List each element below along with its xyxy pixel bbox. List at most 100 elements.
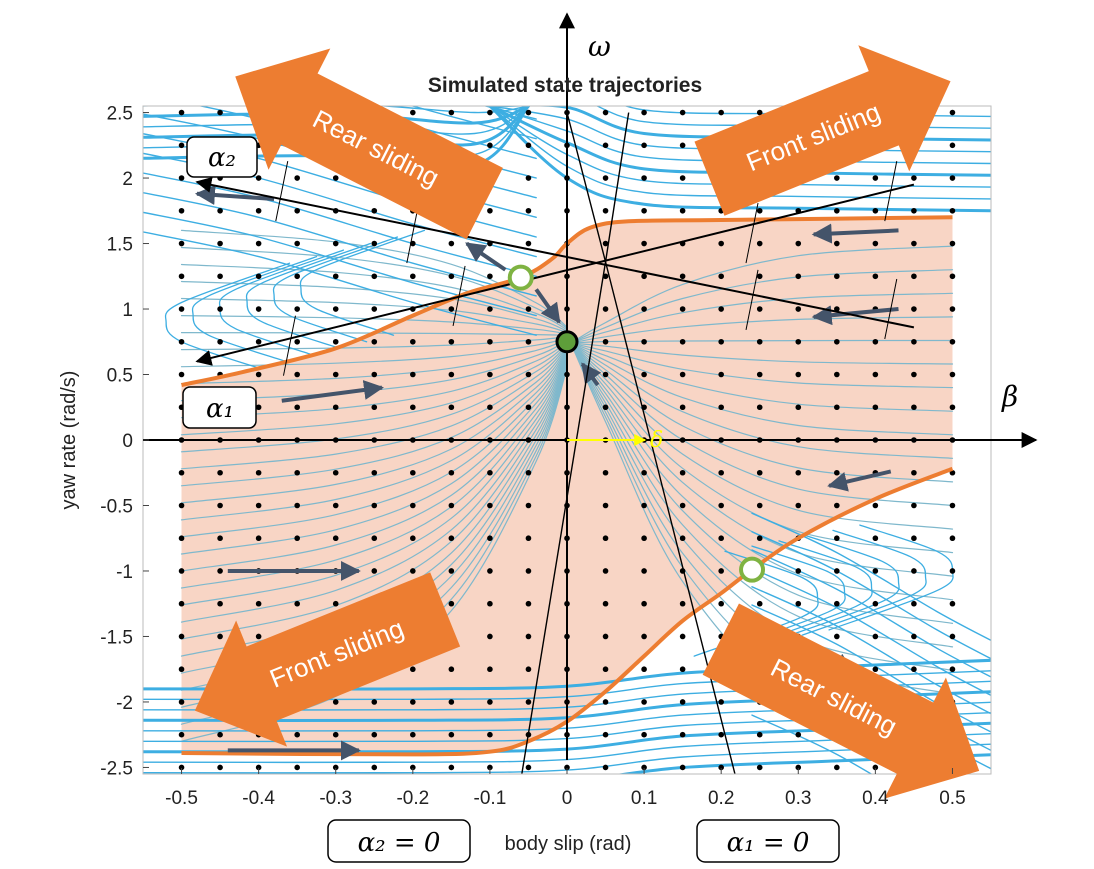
streamline [570,342,954,577]
grid-point [294,338,300,345]
grid-point [911,633,917,640]
y-tick-label: -1 [116,562,133,583]
streamline [751,586,991,715]
streamline [751,567,991,697]
streamline [570,316,954,344]
grid-point [371,502,378,509]
grid-point [255,338,262,345]
grid-point [718,568,724,574]
streamline [143,211,537,317]
grid-point [602,568,609,574]
lower-boundary-curve [181,466,954,757]
grid-point [641,306,647,312]
grid-point [872,371,879,378]
beta-symbol: β [1001,380,1018,413]
grid-point [371,338,378,345]
grid-point [602,240,609,247]
grid-point [641,338,647,345]
grid-point [911,568,917,574]
grid-point [332,469,339,476]
streamline [489,106,991,165]
grid-point [602,764,609,771]
streamline [180,356,568,606]
grid-point [525,306,532,312]
grid-point [949,109,956,116]
grid-point [834,240,840,247]
grid-point [525,600,532,607]
streamline [751,531,991,660]
grid-point [602,699,609,705]
x-tick-label: 0.1 [631,788,657,809]
y-tick-label: -2.5 [100,758,133,779]
grid-point [602,469,609,476]
grid-point [602,175,609,181]
grid-point [217,633,223,640]
grid-point [332,764,339,771]
grid-point [679,207,686,214]
streamline [345,106,537,160]
streamline [143,231,537,336]
y-tick-label: -0.5 [100,496,133,517]
grid-point [641,568,647,574]
grid-point [718,306,724,312]
grid-point [525,699,532,705]
x-tick-label: -0.5 [165,788,198,809]
grid-point [294,404,300,411]
grid-point [679,666,686,673]
grid-point [679,338,686,345]
streamline [488,106,991,213]
grid-point [911,371,917,378]
x-tick-label: 0.2 [708,788,734,809]
grid-point [949,633,956,640]
grid-point [178,142,185,149]
grid-point [641,535,647,542]
grid-point [756,404,763,411]
grid-point [448,568,455,574]
grid-point [834,633,840,640]
grid-point [949,142,956,149]
grid-point [255,240,262,247]
streamline [180,336,568,351]
grid-point [641,699,647,705]
grid-point [487,535,493,542]
grid-point [949,175,956,181]
grid-point [795,306,802,312]
streamline [751,604,991,733]
grid-point [872,404,879,411]
grid-point [679,633,686,640]
grid-point [217,535,223,542]
grid-point [487,404,493,411]
grid-point [178,764,185,771]
grid-point [641,273,647,280]
grid-point [487,731,493,738]
grid-point [718,109,724,116]
grid-point [834,273,840,280]
grid-point [641,666,647,673]
streamline [180,341,568,419]
grid-point [872,207,879,214]
grid-point [178,273,185,280]
streamline [180,340,568,402]
grid-point [255,535,262,542]
grid-point [448,502,455,509]
grid-point [795,731,802,738]
grid-point [795,240,802,247]
grid-point [294,600,300,607]
streamline [615,753,991,774]
grid-point [949,273,956,280]
streamline [180,332,568,336]
streamline [488,106,991,177]
streamline [180,246,568,330]
grid-point [756,731,763,738]
svg-text:α₁ = 0: α₁ = 0 [727,828,810,858]
grid-point [410,371,416,378]
region-arrow-shape [194,572,461,747]
streamline [272,236,399,343]
grid-point [178,633,185,640]
grid-point [949,338,956,345]
grid-point [872,600,879,607]
hatch-mark [745,269,759,330]
grid-point [795,502,802,509]
grid-point [448,240,455,247]
